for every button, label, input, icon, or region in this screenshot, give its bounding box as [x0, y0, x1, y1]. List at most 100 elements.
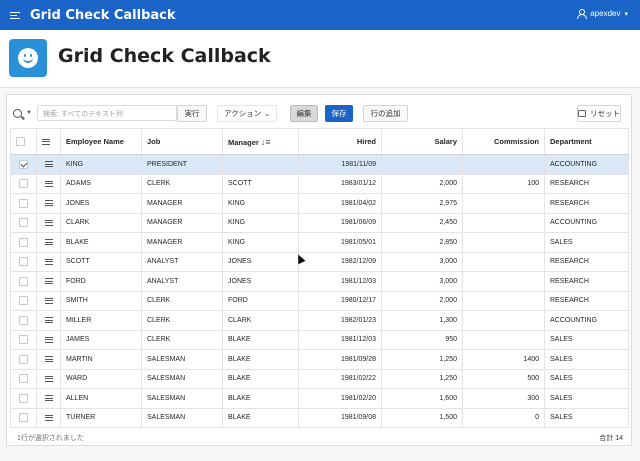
cell-job[interactable]: CLERK	[141, 329, 223, 350]
row-actions-menu[interactable]	[36, 310, 61, 331]
cell-department[interactable]: SALES	[544, 407, 629, 428]
cell-mgr[interactable]: CLARK	[222, 310, 299, 331]
cell-hired[interactable]: 1981/09/28	[298, 349, 382, 370]
table-row[interactable]: MARTIN SALESMAN BLAKE 1981/09/28 1,250 1400 SA…	[10, 349, 629, 370]
cell-commission[interactable]	[462, 290, 545, 311]
row-actions-menu[interactable]	[36, 329, 61, 350]
cell-commission[interactable]: 100	[462, 173, 545, 194]
cell-commission[interactable]: 300	[462, 388, 545, 409]
cell-commission[interactable]	[462, 310, 545, 331]
select-all-checkbox[interactable]	[10, 128, 37, 155]
cell-department[interactable]: SALES	[544, 388, 629, 409]
column-header-commission[interactable]: Commission	[462, 128, 545, 155]
cell-mgr[interactable]: BLAKE	[222, 349, 299, 370]
row-actions-menu[interactable]	[36, 212, 61, 233]
cell-salary[interactable]: 2,000	[381, 290, 463, 311]
row-actions-menu[interactable]	[36, 251, 61, 272]
cell-job[interactable]: MANAGER	[141, 232, 223, 253]
cell-department[interactable]: ACCOUNTING	[544, 310, 629, 331]
cell-job[interactable]: PRESIDENT	[141, 154, 223, 175]
row-checkbox[interactable]	[10, 388, 37, 409]
cell-commission[interactable]	[462, 154, 545, 175]
row-checkbox[interactable]	[10, 154, 37, 175]
row-checkbox[interactable]	[10, 349, 37, 370]
cell-salary[interactable]: 1,600	[381, 388, 463, 409]
cell-ename[interactable]: SCOTT	[60, 251, 142, 272]
row-checkbox[interactable]	[10, 407, 37, 428]
cell-salary[interactable]: 3,000	[381, 271, 463, 292]
column-header-hired[interactable]: Hired	[298, 128, 382, 155]
cell-department[interactable]: SALES	[544, 232, 629, 253]
table-row[interactable]: ALLEN SALESMAN BLAKE 1981/02/20 1,600 300 SALE…	[10, 388, 629, 409]
table-row[interactable]: CLARK MANAGER KING 1981/06/09 2,450 ACCOUNTIN…	[10, 212, 629, 233]
column-header-job[interactable]: Job	[141, 128, 223, 155]
row-actions-menu[interactable]	[36, 290, 61, 311]
cell-mgr[interactable]: JONES	[222, 271, 299, 292]
cell-department[interactable]: RESEARCH	[544, 271, 629, 292]
cell-salary[interactable]: 2,000	[381, 173, 463, 194]
cell-hired[interactable]: 1981/02/20	[298, 388, 382, 409]
user-menu[interactable]: apexdev ▾	[577, 9, 628, 19]
row-actions-menu[interactable]	[36, 388, 61, 409]
cell-mgr[interactable]: KING	[222, 193, 299, 214]
cell-mgr[interactable]: BLAKE	[222, 329, 299, 350]
cell-ename[interactable]: WARD	[60, 368, 142, 389]
cell-mgr[interactable]: BLAKE	[222, 368, 299, 389]
cell-mgr[interactable]	[222, 154, 299, 175]
actions-menu-button[interactable]: アクション ⌄	[217, 105, 277, 122]
cell-salary[interactable]: 1,250	[381, 368, 463, 389]
search-input[interactable]: 検索: すべてのテキスト列	[37, 105, 177, 121]
cell-department[interactable]: ACCOUNTING	[544, 154, 629, 175]
cell-hired[interactable]: 1981/05/01	[298, 232, 382, 253]
cell-ename[interactable]: MARTIN	[60, 349, 142, 370]
row-checkbox[interactable]	[10, 173, 37, 194]
cell-job[interactable]: ANALYST	[141, 271, 223, 292]
cell-department[interactable]: RESEARCH	[544, 251, 629, 272]
column-header-ename[interactable]: Employee Name	[60, 128, 142, 155]
save-button[interactable]: 保存	[325, 105, 353, 122]
menu-icon[interactable]	[10, 11, 20, 19]
cell-ename[interactable]: MILLER	[60, 310, 142, 331]
cell-hired[interactable]: 1981/12/03	[298, 329, 382, 350]
cell-salary[interactable]: 950	[381, 329, 463, 350]
row-actions-menu[interactable]	[36, 368, 61, 389]
cell-department[interactable]: SALES	[544, 368, 629, 389]
cell-mgr[interactable]: SCOTT	[222, 173, 299, 194]
cell-ename[interactable]: FORD	[60, 271, 142, 292]
cell-commission[interactable]: 0	[462, 407, 545, 428]
cell-commission[interactable]	[462, 232, 545, 253]
cell-ename[interactable]: JAMES	[60, 329, 142, 350]
cell-commission[interactable]: 500	[462, 368, 545, 389]
row-checkbox[interactable]	[10, 271, 37, 292]
cell-hired[interactable]: 1981/12/03	[298, 271, 382, 292]
row-checkbox[interactable]	[10, 310, 37, 331]
table-row[interactable]: SCOTT ANALYST JONES 1982/12/09 3,000 RESEARCH	[10, 251, 629, 272]
cell-salary[interactable]: 2,975	[381, 193, 463, 214]
cell-department[interactable]: RESEARCH	[544, 173, 629, 194]
cell-mgr[interactable]: BLAKE	[222, 388, 299, 409]
cell-salary[interactable]	[381, 154, 463, 175]
row-checkbox[interactable]	[10, 232, 37, 253]
table-row[interactable]: TURNER SALESMAN BLAKE 1981/09/08 1,500 0 SALES	[10, 407, 629, 428]
table-row[interactable]: FORD ANALYST JONES 1981/12/03 3,000 RESEARCH	[10, 271, 629, 292]
table-row[interactable]: JAMES CLERK BLAKE 1981/12/03 950 SALES	[10, 329, 629, 350]
cell-commission[interactable]	[462, 271, 545, 292]
go-button[interactable]: 実行	[177, 105, 207, 122]
column-header-department[interactable]: Department	[544, 128, 629, 155]
cell-department[interactable]: RESEARCH	[544, 193, 629, 214]
cell-mgr[interactable]: BLAKE	[222, 407, 299, 428]
row-actions-menu[interactable]	[36, 407, 61, 428]
cell-hired[interactable]: 1981/02/22	[298, 368, 382, 389]
cell-salary[interactable]: 3,000	[381, 251, 463, 272]
reset-button[interactable]: リセット	[577, 105, 621, 122]
cell-job[interactable]: SALESMAN	[141, 368, 223, 389]
cell-ename[interactable]: TURNER	[60, 407, 142, 428]
cell-job[interactable]: CLERK	[141, 290, 223, 311]
row-actions-menu[interactable]	[36, 193, 61, 214]
cell-commission[interactable]: 1400	[462, 349, 545, 370]
cell-ename[interactable]: JONES	[60, 193, 142, 214]
table-row[interactable]: MILLER CLERK CLARK 1982/01/23 1,300 ACCOUNTIN…	[10, 310, 629, 331]
column-header-mgr[interactable]: Manager ↓≡	[222, 128, 299, 155]
cell-hired[interactable]: 1982/01/23	[298, 310, 382, 331]
cell-mgr[interactable]: KING	[222, 212, 299, 233]
